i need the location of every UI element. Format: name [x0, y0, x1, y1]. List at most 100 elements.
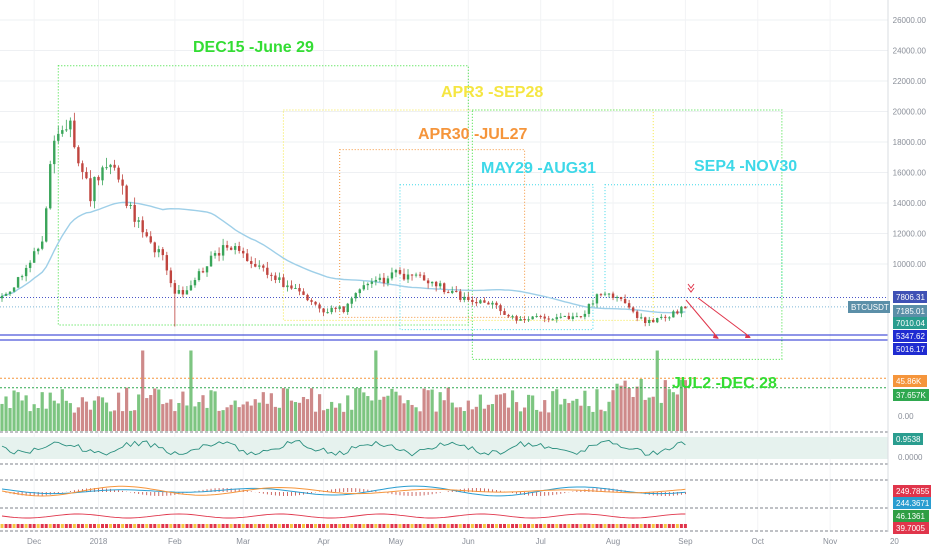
volume-bar [201, 395, 205, 431]
volume-bar [402, 403, 406, 431]
volume-bar [197, 402, 201, 431]
volume-bar [157, 389, 161, 431]
candle-body [20, 276, 24, 278]
volume-bar [149, 395, 153, 431]
arrow-head [713, 334, 719, 339]
volume-bar [683, 380, 687, 431]
momentum-bar [663, 524, 667, 528]
momentum-bar [454, 524, 458, 528]
momentum-bar [241, 524, 245, 528]
momentum-bar [145, 524, 149, 528]
momentum-bar [149, 524, 153, 528]
candle-body [672, 311, 675, 318]
momentum-bar [306, 524, 310, 528]
volume-bar [92, 400, 97, 431]
volume-bar [121, 411, 125, 431]
candle-body [631, 307, 635, 312]
volume-bar [265, 403, 269, 431]
price-tick-label: 26000.00 [893, 16, 927, 25]
chevron-marker [687, 283, 695, 293]
candle-body [531, 316, 534, 320]
candle-body [354, 293, 357, 299]
momentum-bar [277, 524, 281, 528]
volume-bar [56, 403, 60, 431]
candle-body [201, 271, 205, 273]
volume-bar [4, 396, 8, 431]
momentum-bar [543, 524, 547, 528]
candle-body [113, 164, 116, 168]
volume-bar [502, 393, 507, 431]
candle-body [644, 317, 647, 323]
momentum-bar [64, 524, 68, 528]
volume-bar [161, 404, 165, 431]
annotation-label: APR30 -JUL27 [418, 126, 527, 143]
volume-bar [20, 400, 24, 431]
volume-bar [60, 389, 64, 431]
volume-bar [165, 402, 169, 431]
candle-body [559, 316, 562, 318]
volume-bar [382, 396, 386, 431]
price-tag-bg [893, 317, 927, 329]
momentum-bar [551, 524, 555, 528]
candle-body [660, 316, 663, 319]
momentum-bar [567, 524, 571, 528]
momentum-bar [125, 524, 129, 528]
candle-body [57, 133, 60, 141]
candle-body [451, 290, 454, 293]
volume-bar [330, 401, 334, 431]
momentum-bar [579, 524, 583, 528]
candle-body [543, 316, 546, 319]
candle-body [615, 296, 619, 298]
candle-body [394, 270, 398, 273]
price-tick-label: 12000.00 [893, 230, 927, 239]
volume-bar [482, 408, 486, 431]
candle-body [575, 316, 579, 318]
time-tick-label: Jul [536, 537, 546, 546]
momentum-bar [575, 524, 579, 528]
price-axis-bg [888, 0, 932, 550]
momentum-bar [615, 524, 619, 528]
candle-body [185, 290, 189, 295]
candle-body [455, 290, 458, 292]
momentum-bar [667, 524, 671, 528]
volume-bar [366, 396, 370, 431]
moving-average-line [1, 201, 686, 314]
momentum-bar [334, 524, 338, 528]
volume-bar [643, 399, 647, 431]
volume-bar [651, 396, 655, 431]
time-tick-label: Sep [678, 537, 693, 546]
momentum-bar [273, 524, 277, 528]
candle-body [342, 306, 345, 313]
volume-bar [454, 407, 458, 431]
volume-bar [137, 394, 141, 431]
candle-body [161, 249, 164, 256]
volume-bar [185, 405, 189, 431]
volume-bar [539, 411, 543, 431]
candle-body [258, 265, 261, 267]
volume-bar [607, 401, 611, 431]
candle-body [410, 274, 414, 276]
annotation-label: APR3 -SEP28 [441, 84, 543, 101]
candle-body [274, 275, 277, 280]
momentum-bar [611, 524, 615, 528]
macd-signal-line [1, 485, 686, 497]
volume-bar [36, 408, 40, 431]
momentum-bar [607, 524, 611, 528]
momentum-bar [225, 524, 229, 528]
momentum-bar [350, 524, 354, 528]
volume-bar [72, 412, 76, 431]
price-tag: 7010.04 [896, 319, 925, 328]
date-range-box [399, 184, 594, 331]
candle-body [213, 253, 217, 256]
price-tick-label: 24000.00 [893, 47, 927, 56]
symbol-tag: BTCUSDT [851, 303, 889, 312]
candle-body [414, 274, 418, 276]
momentum-bar [438, 524, 442, 528]
arrow-head [745, 334, 751, 338]
volume-bar [639, 378, 643, 431]
candle-body [539, 316, 542, 318]
candle-body [45, 208, 48, 242]
candle-body [527, 319, 530, 321]
momentum-bar [293, 524, 297, 528]
